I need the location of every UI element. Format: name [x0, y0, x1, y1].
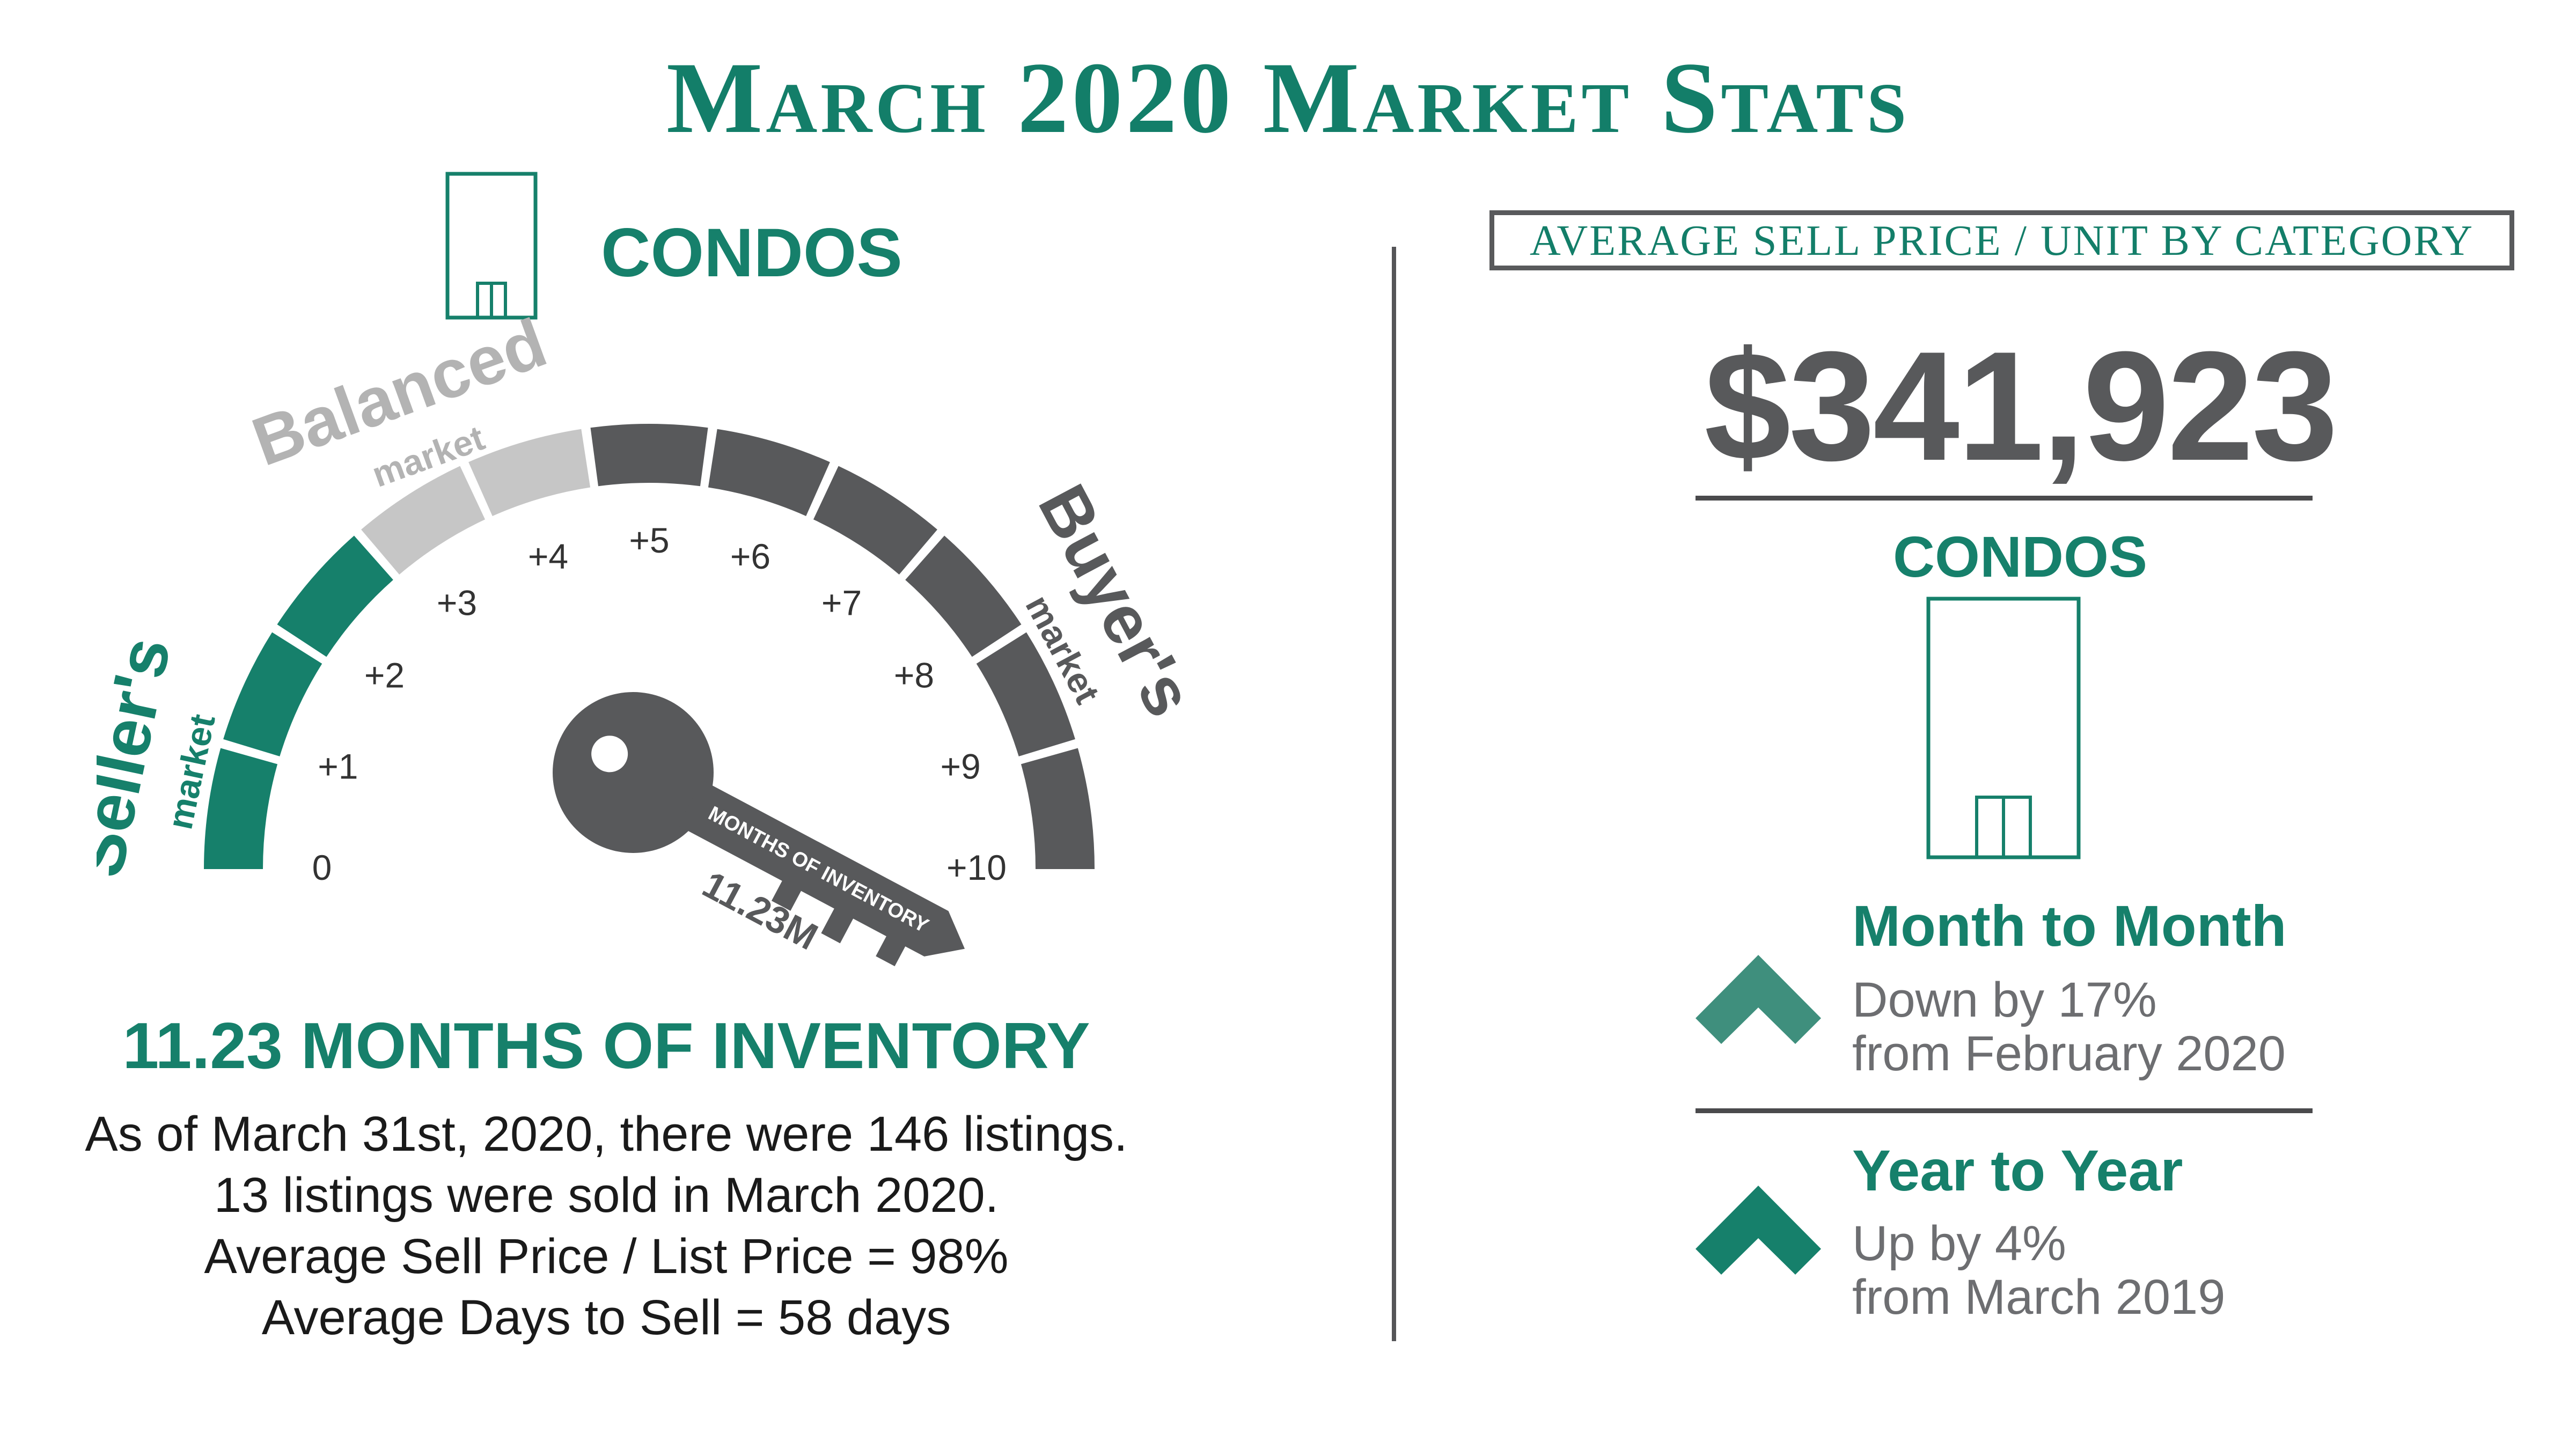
gauge-tick-label: +10 [946, 848, 1007, 887]
gauge-tick-label: +4 [528, 536, 568, 576]
month-to-month-period: from February 2020 [1852, 1026, 2286, 1081]
inventory-headline: 11.23 MONTHS OF INVENTORY [122, 1009, 1090, 1082]
category-box-title: AVERAGE SELL PRICE / UNIT BY CATEGORY [1489, 210, 2514, 270]
gauge-segment [813, 466, 937, 575]
month-to-month-heading: Month to Month [1852, 893, 2287, 958]
gauge-tick-label: +6 [730, 536, 770, 576]
gauge-tick-label: +8 [894, 655, 934, 695]
chevron-up-icon [1696, 955, 1821, 1044]
year-to-year-heading: Year to Year [1852, 1138, 2183, 1203]
gauge-tick-label: +2 [364, 655, 405, 695]
year-to-year-period: from March 2019 [1852, 1270, 2226, 1325]
gauge-segment [905, 535, 1022, 657]
chevron-up-icon [1696, 1186, 1821, 1275]
gauge-segment [468, 429, 591, 516]
gauge-segment [361, 466, 486, 575]
gauge-segment [976, 632, 1075, 756]
gauge-segment [204, 748, 278, 869]
condo-building-icon [1926, 597, 2081, 859]
gauge-segment [223, 632, 322, 756]
gauge-tick-label: 0 [312, 848, 332, 887]
condo-building-icon [445, 172, 538, 320]
panel-divider [1392, 247, 1396, 1341]
days-to-sell-line: Average Days to Sell = 58 days [261, 1290, 951, 1345]
gauge-zone-label: Seller's [97, 631, 185, 883]
gauge-segment [590, 424, 708, 487]
category-label: CONDOS [601, 215, 902, 291]
price-rule [1696, 496, 2313, 501]
stats-rule [1696, 1108, 2313, 1113]
gauge-tick-label: +5 [629, 520, 669, 560]
year-to-year-change: Up by 4% [1852, 1216, 2066, 1271]
gauge-segment [708, 429, 830, 516]
average-sell-price: $341,923 [1704, 319, 2338, 493]
sell-list-ratio-line: Average Sell Price / List Price = 98% [204, 1229, 1009, 1284]
page-title: March 2020 Market Stats [666, 42, 1910, 155]
gauge-tick-label: +1 [318, 746, 358, 786]
right-category-label: CONDOS [1892, 524, 2148, 589]
gauge-segment [1021, 748, 1095, 869]
gauge-tick-label: +7 [821, 583, 862, 622]
listings-line: As of March 31st, 2020, there were 146 l… [85, 1107, 1128, 1161]
gauge-tick-label: +9 [941, 746, 981, 786]
month-to-month-change: Down by 17% [1852, 973, 2157, 1027]
sold-line: 13 listings were sold in March 2020. [214, 1168, 999, 1223]
months-of-inventory-gauge: 0+1+2+3+4 +5 +6+7+8+9+10Seller'smarketBala… [97, 304, 1208, 967]
gauge-segment [277, 535, 393, 657]
gauge-tick-label: +3 [437, 583, 477, 622]
